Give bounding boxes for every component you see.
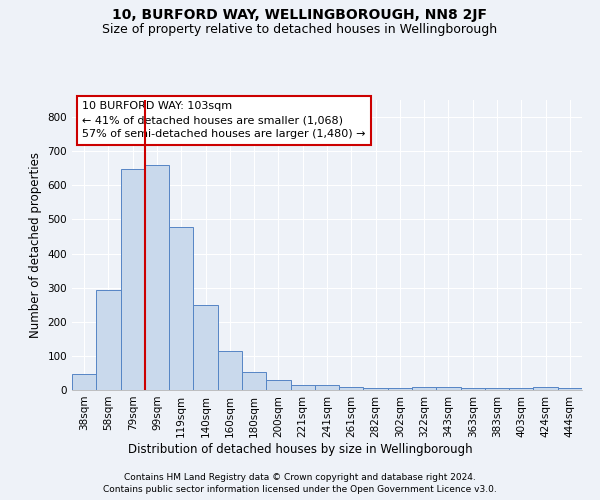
Bar (218, 352, 242, 390)
Bar (485, 388, 509, 390)
Y-axis label: Number of detached properties: Number of detached properties (29, 152, 42, 338)
Bar (145, 165, 169, 390)
Text: Size of property relative to detached houses in Wellingborough: Size of property relative to detached ho… (103, 22, 497, 36)
Bar (193, 304, 218, 390)
Text: 10 BURFORD WAY: 103sqm
← 41% of detached houses are smaller (1,068)
57% of semi-: 10 BURFORD WAY: 103sqm ← 41% of detached… (82, 102, 366, 140)
Bar (72, 374, 96, 390)
Bar (121, 169, 145, 390)
Text: Distribution of detached houses by size in Wellingborough: Distribution of detached houses by size … (128, 442, 472, 456)
Bar (509, 388, 533, 390)
Bar (339, 388, 364, 390)
Bar (169, 228, 193, 390)
Bar (461, 388, 485, 390)
Bar (558, 388, 582, 390)
Bar (315, 385, 339, 390)
Bar (436, 387, 461, 390)
Bar (388, 388, 412, 390)
Bar (364, 388, 388, 390)
Bar (290, 385, 315, 390)
Bar (242, 372, 266, 390)
Text: 10, BURFORD WAY, WELLINGBOROUGH, NN8 2JF: 10, BURFORD WAY, WELLINGBOROUGH, NN8 2JF (113, 8, 487, 22)
Text: Contains HM Land Registry data © Crown copyright and database right 2024.: Contains HM Land Registry data © Crown c… (124, 472, 476, 482)
Bar (412, 387, 436, 390)
Bar (266, 380, 290, 390)
Bar (533, 388, 558, 390)
Text: Contains public sector information licensed under the Open Government Licence v3: Contains public sector information licen… (103, 485, 497, 494)
Bar (96, 290, 121, 390)
